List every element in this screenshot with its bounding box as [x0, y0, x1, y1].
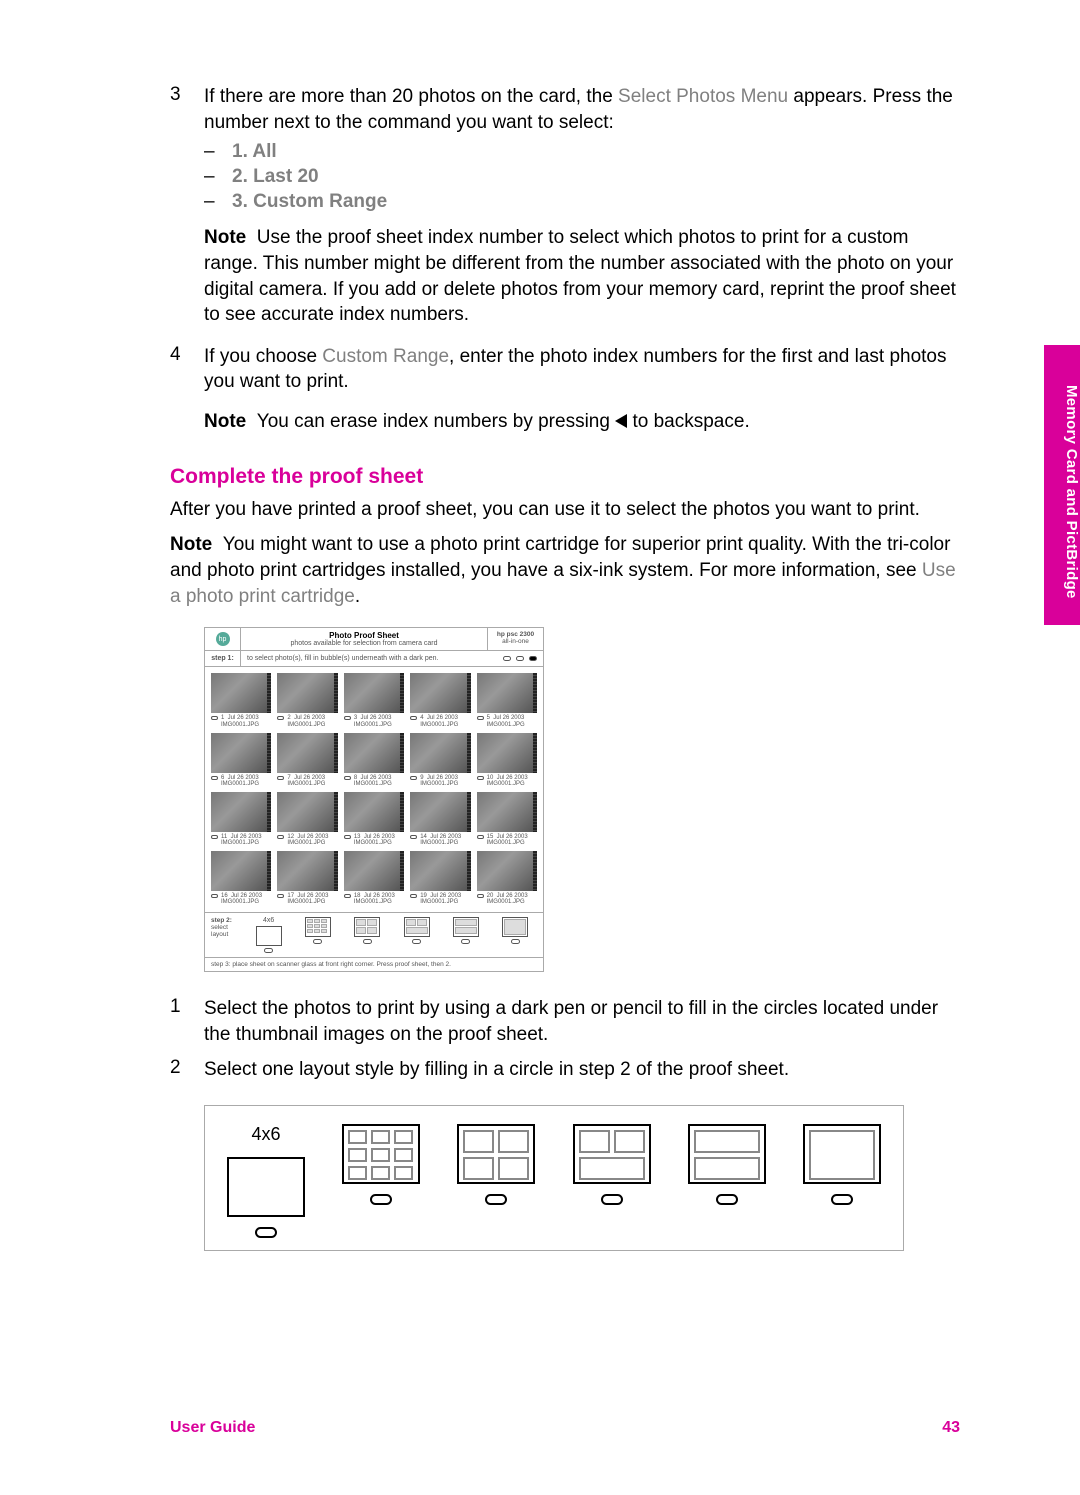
layout-1up: 4x6 [227, 1124, 305, 1238]
option-all: 1. All [232, 141, 277, 163]
footer-user-guide: User Guide [170, 1419, 255, 1437]
step-text: If there are more than 20 photos on the … [204, 84, 960, 135]
backspace-arrow-icon [615, 414, 627, 428]
page: Memory Card and PictBridge 3 If there ar… [0, 0, 1080, 1311]
proof-step1-text: to select photo(s), fill in bubble(s) un… [241, 651, 497, 666]
proof-step3: step 3: place sheet on scanner glass at … [205, 957, 543, 971]
layout-1large [803, 1124, 881, 1205]
note-erase: Note You can erase index numbers by pres… [204, 409, 960, 435]
select-photos-menu-label: Select Photos Menu [618, 86, 788, 107]
step-3: 3 If there are more than 20 photos on th… [170, 84, 960, 328]
page-footer: User Guide 43 [170, 1419, 960, 1437]
proof-step1-bubbles [497, 651, 543, 666]
step-text: If you choose Custom Range, enter the ph… [204, 344, 960, 395]
section-heading: Complete the proof sheet [170, 465, 960, 489]
option-last20: 2. Last 20 [232, 166, 319, 188]
proof-sheet-model: hp psc 2300all-in-one [487, 628, 543, 650]
side-tab: Memory Card and PictBridge [1044, 345, 1080, 625]
proof-sheet-illustration: hp Photo Proof Sheet photos available fo… [204, 627, 544, 972]
step-number: 3 [170, 84, 204, 135]
proof-sheet-title: Photo Proof Sheet photos available for s… [241, 628, 487, 650]
custom-range-label: Custom Range [322, 346, 449, 367]
hp-logo-icon: hp [205, 628, 241, 650]
layout-4up [457, 1124, 535, 1205]
step-number: 4 [170, 344, 204, 395]
note-index-number: Note Use the proof sheet index number to… [204, 225, 960, 328]
footer-page-number: 43 [942, 1419, 960, 1437]
layout-9up [342, 1124, 420, 1205]
proof-thumbnail-grid: 1 Jul 26 2003IMG0001.JPG2 Jul 26 2003IMG… [205, 667, 543, 912]
layout-style-illustration: 4x6 [204, 1105, 904, 1251]
instruction-1: 1 Select the photos to print by using a … [170, 996, 960, 1047]
instruction-2: 2 Select one layout style by filling in … [170, 1057, 960, 1083]
proof-step1-label: step 1: [205, 651, 241, 666]
layout-2up [688, 1124, 766, 1205]
menu-options: –1. All –2. Last 20 –3. Custom Range [204, 141, 960, 213]
intro-paragraph: After you have printed a proof sheet, yo… [170, 497, 960, 523]
note-cartridge: Note You might want to use a photo print… [170, 532, 960, 609]
option-custom-range: 3. Custom Range [232, 191, 387, 213]
proof-step2: step 2:select layout 4x6 [205, 912, 543, 957]
layout-3up [573, 1124, 651, 1205]
step-4: 4 If you choose Custom Range, enter the … [170, 344, 960, 435]
